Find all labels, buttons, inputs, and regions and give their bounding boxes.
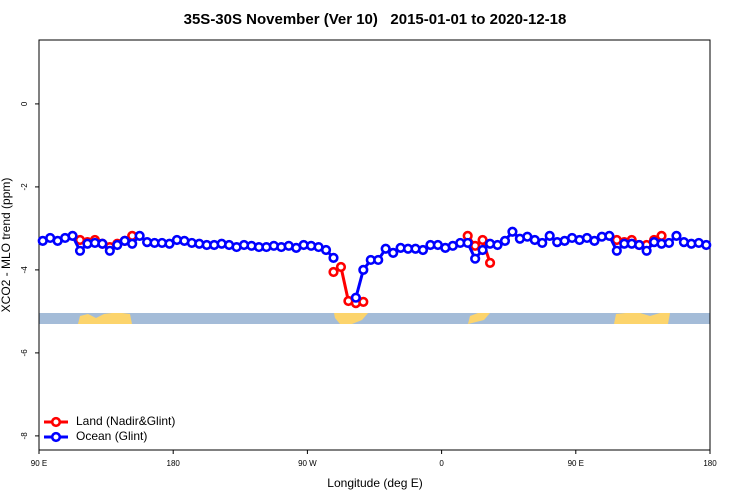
data-point [67,230,78,241]
data-point [671,230,682,241]
y-axis-label: XCO2 - MLO trend (ppm) [0,178,13,313]
y-tick-label: -6 [20,349,29,357]
ocean-band [39,313,710,324]
legend-label: Land (Nadir&Glint) [76,414,175,428]
data-point [373,254,384,266]
land-patch [614,313,670,324]
legend-marker [50,416,62,428]
x-tick-label: 0 [439,459,444,468]
land-mask [39,313,710,324]
data-point [358,264,369,275]
data-point [470,253,481,264]
legend-label: Ocean (Glint) [76,429,147,443]
data-point [328,252,339,263]
data-point [507,226,518,237]
data-point [492,239,503,251]
data-point [97,238,108,249]
data-point [358,296,369,307]
data-point [380,243,391,254]
data-point [134,230,145,241]
data-point [499,235,511,246]
data-point [462,237,473,249]
data-point [604,230,615,241]
land-patch [78,313,132,324]
land-patch [468,313,490,324]
data-point [388,247,399,258]
data-point [417,244,429,256]
x-tick-label: 180 [167,459,181,468]
data-point [477,234,488,246]
data-point [74,245,86,256]
data-point [350,292,361,303]
data-point [164,238,175,249]
data-point [544,230,555,241]
data-point [335,261,347,273]
land-patch [334,313,368,324]
data-point [701,239,712,251]
data-point [611,245,622,256]
data-point [656,230,667,241]
x-tick-label: 90 W [298,459,317,468]
x-axis-label: Longitude (deg E) [327,476,422,490]
data-point [477,244,488,256]
x-tick-label: 180 [703,459,717,468]
y-tick-label: -4 [20,266,29,274]
legend-marker [50,431,62,443]
data-point [328,266,339,278]
data-point [127,238,138,249]
data-point [634,239,645,251]
y-tick-label: -8 [20,432,29,440]
y-tick-label: 0 [20,101,29,106]
data-point [589,235,600,246]
series [37,226,712,303]
x-tick-label: 90 E [568,459,584,468]
y-tick-label: -2 [20,183,29,191]
x-tick-label: 90 E [31,459,47,468]
data-point [641,245,652,256]
data-point [484,257,496,268]
data-point [112,239,123,251]
chart-title: 35S-30S November (Ver 10) 2015-01-01 to … [184,11,567,28]
data-point [663,237,675,249]
data-point [320,244,332,256]
legend: Land (Nadir&Glint)Ocean (Glint) [44,414,175,443]
data-point [537,237,548,249]
data-point [104,245,115,256]
